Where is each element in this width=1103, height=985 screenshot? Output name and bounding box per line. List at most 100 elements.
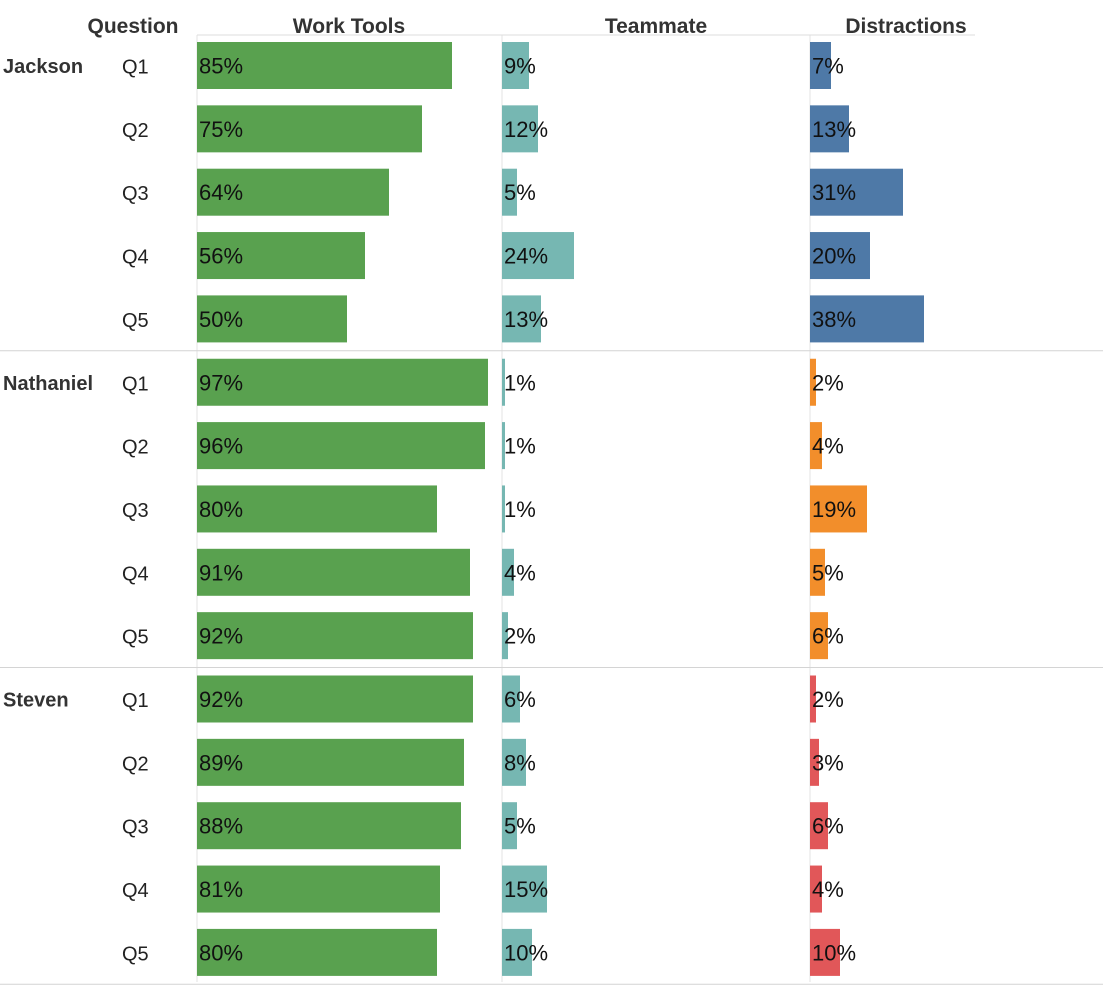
distractions-value-label: 20%: [812, 244, 856, 269]
teammate-value-label: 1%: [504, 434, 536, 459]
work-tools-value-label: 96%: [199, 434, 243, 459]
distractions-value-label: 10%: [812, 940, 856, 965]
distractions-bar: [810, 232, 870, 280]
teammate-value-label: 13%: [504, 307, 548, 332]
column-headers: Question Work Tools Teammate Distraction…: [87, 15, 966, 38]
teammate-bar: [502, 802, 517, 850]
work-tools-value-label: 81%: [199, 877, 243, 902]
distractions-value-label: 6%: [812, 624, 844, 649]
teammate-value-label: 24%: [504, 244, 548, 269]
work-tools-value-label: 80%: [199, 497, 243, 522]
group-label-jackson: Jackson: [3, 56, 83, 78]
question-label: Q4: [122, 563, 149, 585]
question-label: Q5: [122, 943, 149, 965]
teammate-value-label: 9%: [504, 54, 536, 79]
work-tools-value-label: 92%: [199, 687, 243, 712]
work-tools-value-label: 75%: [199, 117, 243, 142]
teammate-value-label: 1%: [504, 370, 536, 395]
work-tools-bar: [197, 295, 347, 343]
distractions-value-label: 5%: [812, 560, 844, 585]
question-label: Q5: [122, 310, 149, 332]
distractions-value-label: 2%: [812, 687, 844, 712]
question-label: Q1: [122, 373, 149, 395]
question-label: Q2: [122, 120, 149, 142]
distractions-value-label: 4%: [812, 434, 844, 459]
distractions-value-label: 6%: [812, 814, 844, 839]
teammate-bar: [502, 738, 526, 786]
teammate-value-label: 2%: [504, 624, 536, 649]
question-label: Q3: [122, 500, 149, 522]
work-tools-value-label: 97%: [199, 370, 243, 395]
work-tools-value-label: 80%: [199, 940, 243, 965]
teammate-bar: [502, 168, 517, 216]
work-tools-value-label: 92%: [199, 624, 243, 649]
question-label: Q3: [122, 183, 149, 205]
distractions-bar: [810, 105, 849, 153]
teammate-value-label: 1%: [504, 497, 536, 522]
distractions-value-label: 19%: [812, 497, 856, 522]
work-tools-bar: [197, 928, 437, 976]
work-tools-bar: [197, 802, 461, 850]
question-label: Q2: [122, 753, 149, 775]
question-label: Q2: [122, 437, 149, 459]
distractions-bar: [810, 865, 822, 913]
question-label: Q4: [122, 247, 149, 269]
row-labels: Jackson Q1 Q2 Q3 Q4 Q5 Nathaniel Q1 Q2 Q3 Q4 Q5 Stev…: [3, 56, 149, 965]
distractions-bar: [810, 612, 828, 660]
question-label: Q4: [122, 880, 149, 902]
header-teammate: Teammate: [605, 15, 707, 38]
teammate-bar: [502, 42, 529, 89]
teammate-bar: [502, 612, 508, 660]
work-tools-bar: [197, 168, 389, 216]
teammate-value-label: 8%: [504, 750, 536, 775]
distractions-value-label: 3%: [812, 750, 844, 775]
distractions-value-label: 7%: [812, 54, 844, 79]
question-label: Q3: [122, 817, 149, 839]
distractions-value-label: 38%: [812, 307, 856, 332]
work-tools-bar: [197, 485, 437, 533]
teammate-bar: [502, 548, 514, 596]
work-tools-value-label: 85%: [199, 54, 243, 79]
teammate-bar: [502, 485, 505, 533]
header-question: Question: [87, 15, 178, 38]
work-tools-bar: [197, 612, 473, 660]
distractions-value-label: 2%: [812, 370, 844, 395]
work-tools-value-label: 64%: [199, 180, 243, 205]
header-distractions: Distractions: [845, 15, 966, 38]
work-tools-value-label: 91%: [199, 560, 243, 585]
distractions-bar: [810, 802, 828, 850]
work-tools-value-label: 56%: [199, 244, 243, 269]
distractions-value-label: 4%: [812, 877, 844, 902]
teammate-value-label: 15%: [504, 877, 548, 902]
distractions-bar: [810, 42, 831, 89]
work-tools-value-label: 50%: [199, 307, 243, 332]
work-tools-value-label: 89%: [199, 750, 243, 775]
question-label: Q5: [122, 627, 149, 649]
teammate-value-label: 4%: [504, 560, 536, 585]
question-label: Q1: [122, 690, 149, 712]
group-label-steven: Steven: [3, 690, 69, 712]
distractions-bar: [810, 295, 924, 343]
teammate-bar: [502, 422, 505, 470]
distractions-value-label: 31%: [812, 180, 856, 205]
distractions-bar: [810, 422, 822, 470]
work-tools-bar: [197, 422, 485, 470]
group-label-nathaniel: Nathaniel: [3, 373, 93, 395]
teammate-bar: [502, 675, 520, 723]
teammate-value-label: 10%: [504, 940, 548, 965]
teammate-value-label: 5%: [504, 814, 536, 839]
distractions-bar: [810, 675, 816, 723]
work-tools-bar: [197, 548, 470, 596]
teammate-bar: [502, 232, 574, 280]
distractions-bar: [810, 738, 819, 786]
work-tools-bar: [197, 232, 365, 280]
question-label: Q1: [122, 57, 149, 79]
work-tools-bar: [197, 358, 488, 406]
header-work-tools: Work Tools: [293, 15, 405, 38]
teammate-value-label: 6%: [504, 687, 536, 712]
work-tools-bar: [197, 675, 473, 723]
work-tools-bar: [197, 865, 440, 913]
teammate-bar: [502, 105, 538, 153]
grid-lines: [0, 34, 1103, 985]
distractions-bar: [810, 928, 840, 976]
